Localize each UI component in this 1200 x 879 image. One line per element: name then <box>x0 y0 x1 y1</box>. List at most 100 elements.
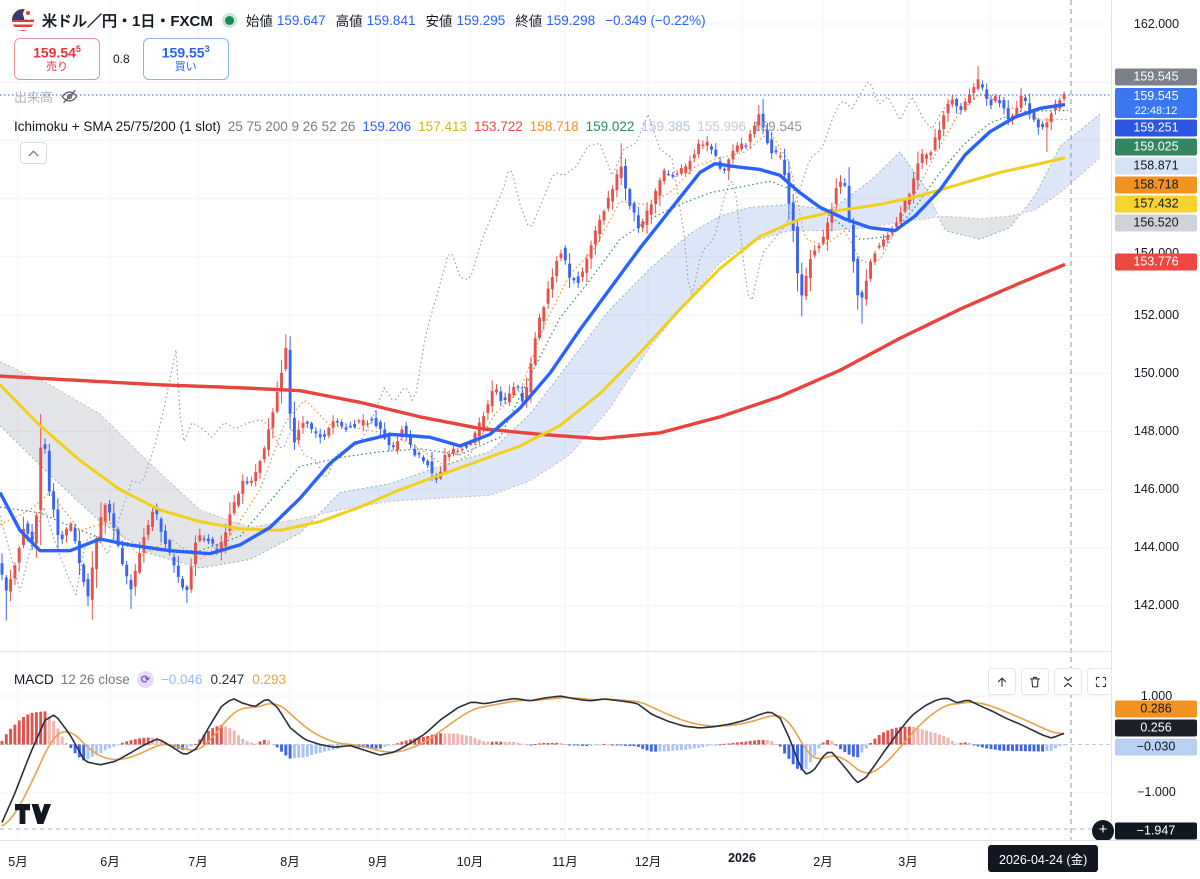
macd-signal-line <box>1 696 1065 827</box>
low-value: 159.295 <box>456 12 506 28</box>
grid <box>0 0 1110 840</box>
ichimoku-cloud <box>940 213 1020 240</box>
chevron-up-icon <box>28 149 39 156</box>
time-axis-label: 7月 <box>188 855 208 869</box>
buy-price: 159.55 <box>161 44 205 61</box>
usdjpy-flag-icon <box>12 9 34 31</box>
ichimoku-cloud <box>1024 114 1100 213</box>
price-axis-tick: 162.000 <box>1133 17 1180 31</box>
macd-value: 0.293 <box>252 672 287 687</box>
price-axis-label: −1.947 <box>1115 822 1197 840</box>
price-axis-tick: 144.000 <box>1133 540 1180 554</box>
price-axis-label: 0.256 <box>1115 719 1197 737</box>
time-axis-label: 8月 <box>280 855 300 869</box>
change-value: −0.349 (−0.22%) <box>605 12 706 28</box>
order-panel: 159.545 売り 0.8 159.553 買い <box>14 38 229 80</box>
price-axis-label: 159.025 <box>1115 138 1197 156</box>
crosshair-date-label: 2026-04-24 (金) <box>988 845 1099 872</box>
open-value: 159.647 <box>276 12 326 28</box>
tradingview-logo[interactable] <box>14 803 51 830</box>
macd-pane <box>0 695 1110 830</box>
indicator-name: Ichimoku + SMA 25/75/200 (1 slot) <box>14 119 221 134</box>
price-axis-label: 153.776 <box>1115 253 1197 271</box>
market-status-icon[interactable] <box>224 15 234 25</box>
ichimoku-cloud <box>320 152 936 515</box>
price-axis-label: 157.432 <box>1115 195 1197 213</box>
price-axis-label: 0.286 <box>1115 700 1197 718</box>
time-axis-label: 11月 <box>552 855 578 869</box>
sell-button[interactable]: 159.545 売り <box>14 38 100 80</box>
volume-label: 出来高 <box>14 90 54 105</box>
move-pane-up-button[interactable] <box>988 668 1016 695</box>
spread-value: 0.8 <box>113 52 130 66</box>
trash-icon <box>1029 676 1041 687</box>
price-axis-tick: 1.000 <box>1140 689 1173 703</box>
sma25-line <box>0 102 1066 556</box>
price-axis-tick: 150.000 <box>1133 366 1180 380</box>
time-axis[interactable]: 2026-04-24 (金) 5月 6月 7月 8月 9月 10月 11月 12月 2026 2月… <box>0 840 1200 879</box>
sell-label: 売り <box>46 61 68 74</box>
collapse-icon <box>1063 676 1073 687</box>
price-axis-tick: 152.000 <box>1133 308 1180 322</box>
macd-pane-toolbar <box>988 668 1115 695</box>
open-label: 始値 <box>245 14 273 29</box>
price-axis-label: 158.871 <box>1115 157 1197 175</box>
axis-plus-button[interactable]: + <box>1092 820 1114 842</box>
sell-price-sup: 5 <box>75 44 81 55</box>
price-axis-label: −0.030 <box>1115 738 1197 756</box>
macd-values: −0.046 0.247 0.293 <box>161 672 294 687</box>
indicator-value: 159.545 <box>753 119 802 134</box>
sync-icon[interactable]: ⟳ <box>136 671 154 688</box>
chikou-span-line <box>0 81 957 597</box>
sma75-line <box>0 156 1066 532</box>
indicator-value: 157.413 <box>418 119 467 134</box>
price-axis-tick: 142.000 <box>1133 598 1180 612</box>
low-label: 安値 <box>425 14 453 29</box>
macd-legend-row[interactable]: MACD 12 26 close ⟳ −0.046 0.247 0.293 <box>14 671 294 688</box>
macd-value: 0.247 <box>210 672 245 687</box>
volume-legend-row: 出来高 <box>14 87 79 106</box>
time-axis-label: 3月 <box>898 855 918 869</box>
buy-label: 買い <box>174 61 197 74</box>
macd-params: 12 26 close <box>60 672 130 687</box>
eye-off-icon[interactable] <box>60 87 79 106</box>
maximize-icon <box>1095 676 1107 687</box>
indicator-value: 159.385 <box>641 119 691 134</box>
buy-button[interactable]: 159.553 買い <box>142 38 229 80</box>
delete-pane-button[interactable] <box>1021 668 1049 695</box>
time-axis-label: 9月 <box>368 855 388 869</box>
high-label: 高値 <box>335 14 363 29</box>
macd-value: −0.046 <box>160 672 203 687</box>
arrow-up-icon <box>997 676 1007 687</box>
price-axis-label: 159.545 <box>1115 68 1197 86</box>
ichimoku-cloud <box>0 361 316 569</box>
close-label: 終値 <box>515 14 543 29</box>
symbol-header: 米ドル／円・1日・FXCM 始値 159.647 高値 159.841 安値 159.… <box>12 9 706 31</box>
price-axis[interactable]: 162.000154.000152.000150.000148.000146.0… <box>1111 0 1200 840</box>
time-axis-label: 12月 <box>634 855 662 869</box>
ichimoku-legend-row[interactable]: Ichimoku + SMA 25/75/200 (1 slot) 25 75 … <box>14 119 809 134</box>
price-axis-label: 156.520 <box>1115 214 1197 232</box>
ohlc-readout: 始値 159.647 高値 159.841 安値 159.295 終値 159.298 … <box>246 10 706 30</box>
time-axis-label: 2月 <box>813 855 833 869</box>
indicator-value: 159.206 <box>362 119 412 134</box>
main-pane <box>0 66 1101 621</box>
price-axis-tick: 148.000 <box>1133 424 1180 438</box>
buy-price-sup: 3 <box>204 44 210 55</box>
price-axis-label: 159.251 <box>1115 119 1197 137</box>
sma200-line <box>0 262 1066 441</box>
maximize-pane-button[interactable] <box>1087 668 1115 695</box>
time-axis-label: 2026 <box>728 851 756 865</box>
price-axis-label: 159.545 22:48:12 <box>1115 88 1197 118</box>
collapse-pane-button[interactable] <box>1054 668 1082 695</box>
symbol-title[interactable]: 米ドル／円・1日・FXCM <box>42 12 213 30</box>
time-axis-label: 10月 <box>456 855 484 869</box>
price-axis-tick: 146.000 <box>1133 482 1180 496</box>
collapse-legend-button[interactable] <box>20 142 47 164</box>
indicator-values: 159.206 157.413 153.722 158.718 159.022 159.3… <box>362 119 809 134</box>
macd-name: MACD <box>14 672 54 687</box>
time-axis-label: 6月 <box>100 855 120 869</box>
sell-price: 159.54 <box>33 44 76 61</box>
